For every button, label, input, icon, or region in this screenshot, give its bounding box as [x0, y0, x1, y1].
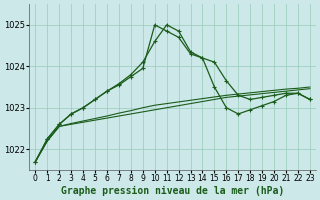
- X-axis label: Graphe pression niveau de la mer (hPa): Graphe pression niveau de la mer (hPa): [61, 186, 284, 196]
